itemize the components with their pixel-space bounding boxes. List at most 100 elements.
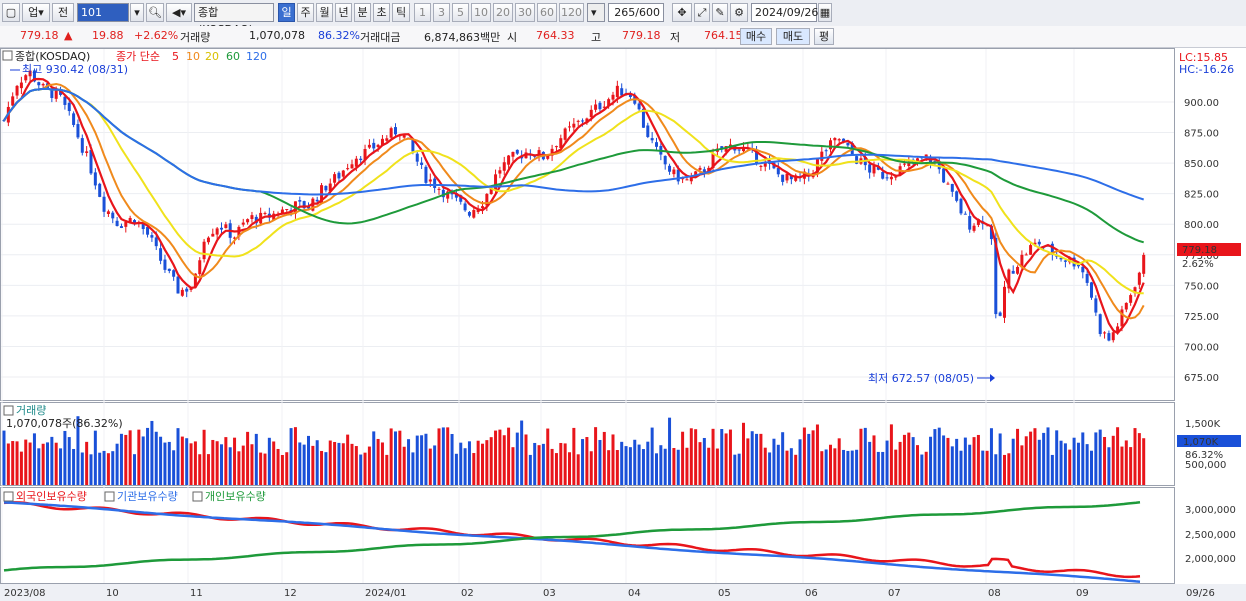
candle-body (337, 172, 341, 179)
volume-bar (829, 444, 832, 485)
volume-bar (302, 444, 306, 485)
legend-ma-60: 60 (226, 50, 240, 63)
candle-body (15, 85, 19, 96)
period-minute[interactable]: 분 (354, 3, 371, 22)
candle-body (598, 102, 602, 110)
candle-body (885, 177, 889, 179)
volume-bar (1016, 428, 1020, 485)
interval-5[interactable]: 5 (452, 3, 469, 22)
volume-bar (946, 437, 950, 485)
period-week[interactable]: 주 (297, 3, 314, 22)
holdings-indiv-checkbox[interactable] (192, 491, 203, 502)
search-icon[interactable]: 🔍︎ (146, 3, 164, 22)
ma-line-120 (3, 87, 1145, 201)
candle-body (685, 179, 689, 181)
candle-body (702, 169, 706, 173)
interval-1[interactable]: 1 (414, 3, 431, 22)
legend-checkbox[interactable] (2, 50, 13, 61)
period-second[interactable]: 초 (373, 3, 390, 22)
candle-body (363, 149, 367, 161)
interval-60[interactable]: 60 (537, 3, 557, 22)
candle-body (63, 96, 67, 105)
interval-dropdown[interactable]: ▾ (587, 3, 605, 22)
candle-body (85, 151, 89, 153)
candle-body (93, 172, 97, 186)
mode-label: 업 (28, 6, 39, 19)
volume-bar (350, 443, 354, 485)
volume-checkbox[interactable] (3, 405, 14, 416)
volume-bar (668, 417, 672, 485)
period-tick[interactable]: 틱 (392, 3, 410, 22)
volume-title: 거래량 (16, 404, 46, 417)
interval-120[interactable]: 120 (559, 3, 584, 22)
interval-3[interactable]: 3 (433, 3, 450, 22)
stock-chart[interactable]: 종합(KOSDAQ) 종가 단순 5 10 20 60 120 최고 930.4… (0, 48, 1246, 601)
candle-body (1129, 295, 1133, 303)
window-icon[interactable]: ▢ (2, 3, 20, 22)
candle-body (263, 212, 267, 214)
volume-bar (798, 439, 802, 485)
volume-bar (1007, 453, 1011, 485)
candle-body (1037, 241, 1041, 245)
count-field[interactable]: 265/600 (608, 3, 664, 22)
candle-body (185, 288, 189, 292)
volume-bar (411, 452, 415, 485)
code-input[interactable]: 101 (77, 3, 129, 22)
candle-body (594, 104, 598, 110)
amount-label: 거래대금 (360, 31, 401, 44)
interval-30[interactable]: 30 (515, 3, 535, 22)
candle-body (333, 174, 337, 183)
candle-body (998, 312, 1002, 316)
volume-bar (624, 446, 628, 485)
eval-button[interactable]: 평 (814, 28, 834, 45)
speaker-icon[interactable]: ◀▾ (166, 3, 192, 22)
mode-select[interactable]: 업▾ (22, 3, 50, 22)
candle-body (668, 165, 672, 172)
candle-body (1124, 302, 1128, 310)
prev-button[interactable]: 전 (52, 3, 74, 22)
sell-button[interactable]: 매도 (776, 28, 810, 45)
candle-body (1111, 332, 1115, 341)
buy-button[interactable]: 매수 (740, 28, 772, 45)
draw-icon[interactable]: ✎ (712, 3, 728, 22)
candle-body (441, 189, 445, 198)
x-axis-label: 12 (284, 588, 297, 599)
holdings-inst-checkbox[interactable] (104, 491, 115, 502)
volume-bar (220, 444, 223, 485)
period-second-label: 초 (376, 6, 387, 19)
candle-body (837, 139, 841, 141)
period-year[interactable]: 년 (335, 3, 352, 22)
candle-body (1007, 269, 1011, 289)
candle-body (385, 138, 389, 141)
interval-20-label: 20 (496, 6, 510, 19)
holdings-foreign-label: 외국인보유수량 (16, 490, 87, 503)
crosshair-icon[interactable]: ⤢ (694, 3, 710, 22)
volume-bar (272, 441, 276, 485)
candle-body (829, 140, 832, 150)
volume-bar (224, 437, 228, 485)
volume-bar (19, 451, 23, 485)
volume-bar (794, 454, 798, 485)
candle-body (781, 174, 785, 182)
holdings-checkbox[interactable] (3, 491, 14, 502)
period-day[interactable]: 일 (278, 3, 295, 22)
period-minute-label: 분 (357, 6, 368, 19)
code-dropdown-icon[interactable]: ▾ (130, 3, 144, 22)
volume-bar (146, 427, 150, 485)
candle-body (581, 120, 585, 122)
date-field[interactable]: 2024/09/26 (751, 3, 818, 22)
interval-10[interactable]: 10 (471, 3, 491, 22)
candle-body (454, 193, 458, 198)
candle-body (776, 168, 780, 175)
volume-bar (820, 451, 824, 485)
candle-body (585, 118, 589, 124)
calendar-icon[interactable]: ▦ (818, 3, 832, 22)
candle-body (689, 177, 693, 182)
gear-icon[interactable]: ⚙ (730, 3, 748, 22)
chart-tools-icon[interactable]: ✥ (672, 3, 692, 22)
volume-bar (267, 437, 271, 485)
volume-bar (985, 450, 989, 485)
lc-label: LC:15.85 (1179, 51, 1228, 64)
period-month[interactable]: 월 (316, 3, 333, 22)
interval-20[interactable]: 20 (493, 3, 513, 22)
